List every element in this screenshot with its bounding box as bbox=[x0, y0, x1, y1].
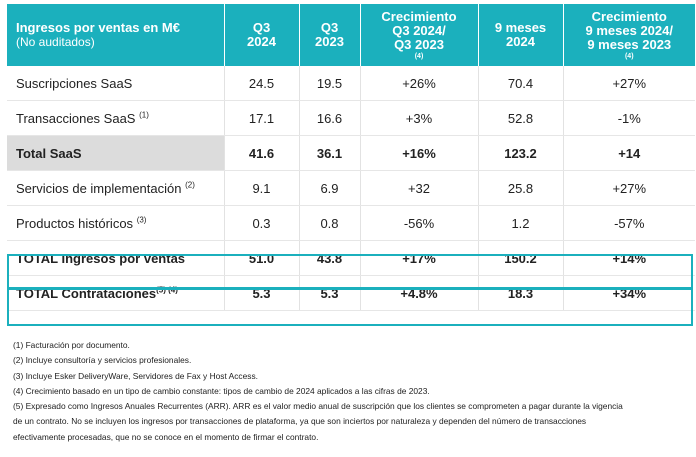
cell-growth-9m: +34% bbox=[563, 275, 695, 311]
footnote: (2) Incluye consultoría y servicios prof… bbox=[13, 355, 192, 366]
cell-q3-2024: 51.0 bbox=[224, 240, 300, 276]
cell-q3-2023: 43.8 bbox=[299, 240, 361, 276]
cell-growth-q3: +17% bbox=[360, 240, 479, 276]
cell-9m-2024: 70.4 bbox=[478, 66, 564, 101]
cell-q3-2023: 5.3 bbox=[299, 275, 361, 311]
row-label: Transacciones SaaS (1) bbox=[7, 100, 225, 136]
row-label: Servicios de implementación (2) bbox=[7, 170, 225, 206]
footnote-ref: (1) bbox=[139, 110, 149, 120]
footnote: de un contrato. No se incluyen los ingre… bbox=[13, 416, 587, 427]
footnote-ref: (3) bbox=[136, 215, 147, 225]
row-label: Productos históricos (3) bbox=[7, 205, 225, 241]
cell-q3-2023: 0.8 bbox=[299, 205, 361, 241]
footnote: (3) Incluye Esker DeliveryWare, Servidor… bbox=[13, 370, 258, 381]
cell-q3-2024: 5.3 bbox=[224, 275, 300, 311]
cell-growth-q3: +32 bbox=[360, 170, 479, 206]
cell-q3-2023: 16.6 bbox=[299, 100, 361, 136]
row-total-revenue: TOTAL Ingresos por ventas 51.0 43.8 +17%… bbox=[7, 240, 695, 276]
header-revenue-label: Ingresos por ventas en M€ (No auditados) bbox=[7, 4, 225, 66]
row-label: Suscripciones SaaS bbox=[7, 66, 225, 101]
cell-q3-2024: 17.1 bbox=[224, 100, 300, 136]
cell-q3-2024: 0.3 bbox=[224, 205, 300, 241]
cell-9m-2024: 18.3 bbox=[478, 275, 564, 311]
footnotes: (1) Facturación por documento. (2) Inclu… bbox=[13, 338, 693, 445]
revenue-table: Ingresos por ventas en M€ (No auditados)… bbox=[7, 4, 695, 311]
row-label: Total SaaS bbox=[7, 135, 225, 171]
row-total-saas: Total SaaS 41.6 36.1 +16% 123.2 +14 bbox=[7, 135, 695, 171]
cell-9m-2024: 52.8 bbox=[478, 100, 564, 136]
row-implementation-services: Servicios de implementación (2) 9.1 6.9 … bbox=[7, 170, 695, 206]
row-label: TOTAL Ingresos por ventas bbox=[7, 240, 225, 276]
footnote: (5) Expresado como Ingresos Anuales Recu… bbox=[13, 401, 623, 412]
cell-growth-q3: +16% bbox=[360, 135, 479, 171]
header-q3-2023: Q3 2023 bbox=[299, 4, 361, 66]
cell-q3-2024: 9.1 bbox=[224, 170, 300, 206]
cell-growth-9m: -57% bbox=[563, 205, 695, 241]
cell-growth-9m: -1% bbox=[563, 100, 695, 136]
cell-9m-2024: 150.2 bbox=[478, 240, 564, 276]
cell-growth-9m: +14 bbox=[563, 135, 695, 171]
cell-9m-2024: 123.2 bbox=[478, 135, 564, 171]
header-9m-2024: 9 meses 2024 bbox=[478, 4, 564, 66]
footnote-ref: (2) bbox=[185, 180, 195, 190]
row-legacy-products: Productos históricos (3) 0.3 0.8 -56% 1.… bbox=[7, 205, 695, 241]
cell-q3-2023: 19.5 bbox=[299, 66, 361, 101]
cell-growth-q3: +3% bbox=[360, 100, 479, 136]
row-saas-subscriptions: Suscripciones SaaS 24.5 19.5 +26% 70.4 +… bbox=[7, 66, 695, 101]
cell-growth-q3: +26% bbox=[360, 66, 479, 101]
header-growth-q3: Crecimiento Q3 2024/ Q3 2023 (4) bbox=[360, 4, 479, 66]
cell-growth-9m: +27% bbox=[563, 170, 695, 206]
cell-9m-2024: 1.2 bbox=[478, 205, 564, 241]
cell-q3-2024: 24.5 bbox=[224, 66, 300, 101]
footnote: (4) Crecimiento basado en un tipo de cam… bbox=[13, 385, 430, 396]
header-q3-2024: Q3 2024 bbox=[224, 4, 300, 66]
row-label: TOTAL Contrataciones(5) (4) bbox=[7, 275, 225, 311]
cell-growth-9m: +27% bbox=[563, 66, 695, 101]
footnote: (1) Facturación por documento. bbox=[13, 340, 130, 350]
cell-growth-9m: +14% bbox=[563, 240, 695, 276]
cell-9m-2024: 25.8 bbox=[478, 170, 564, 206]
cell-q3-2023: 36.1 bbox=[299, 135, 361, 171]
row-total-bookings: TOTAL Contrataciones(5) (4) 5.3 5.3 +4.8… bbox=[7, 275, 695, 311]
cell-growth-q3: +4.8% bbox=[360, 275, 479, 311]
footnote: efectivamente procesadas, que no se cono… bbox=[13, 431, 319, 442]
footnote-ref: (5) (4) bbox=[156, 285, 178, 295]
row-saas-transactions: Transacciones SaaS (1) 17.1 16.6 +3% 52.… bbox=[7, 100, 695, 136]
header-growth-9m: Crecimiento 9 meses 2024/ 9 meses 2023 (… bbox=[563, 4, 695, 66]
cell-q3-2024: 41.6 bbox=[224, 135, 300, 171]
table-header-row: Ingresos por ventas en M€ (No auditados)… bbox=[7, 4, 695, 66]
cell-growth-q3: -56% bbox=[360, 205, 479, 241]
cell-q3-2023: 6.9 bbox=[299, 170, 361, 206]
